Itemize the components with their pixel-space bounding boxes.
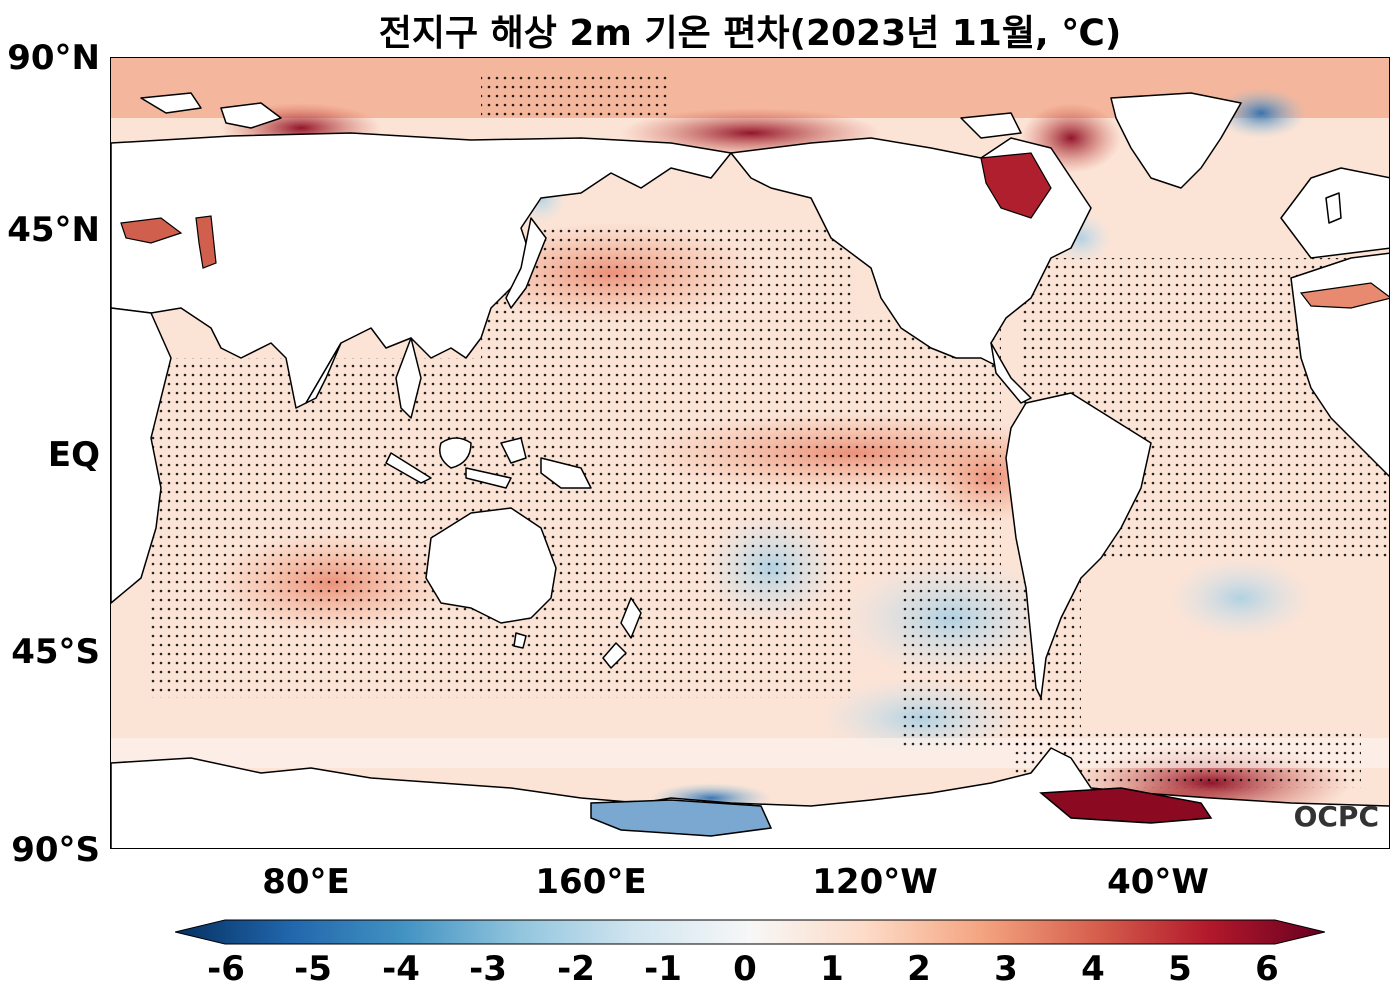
lon-label-80e: 80°E: [262, 862, 350, 902]
lat-label-45n: 45°N: [7, 210, 100, 250]
cbar-tick-2: 2: [907, 949, 931, 989]
weddell-ice-shelf: [1039, 787, 1213, 824]
lon-label-160e: 160°E: [535, 862, 647, 902]
cbar-tick-m4: -4: [382, 949, 420, 989]
stipple-indian: [151, 358, 481, 698]
ocpc-logo: OCPC: [1294, 800, 1379, 833]
map-title: 전지구 해상 2m 기온 편차(2023년 11월, ℃): [378, 13, 1122, 54]
cbar-tick-m3: -3: [469, 949, 507, 989]
cbar-tick-m1: -1: [644, 949, 682, 989]
cbar-tick-5: 5: [1168, 949, 1192, 989]
anomaly-map: OCPC: [110, 57, 1390, 849]
lat-label-45s: 45°S: [11, 632, 100, 672]
cbar-tick-6: 6: [1255, 949, 1279, 989]
lon-label-120w: 120°W: [812, 862, 938, 902]
cbar-tick-m6: -6: [207, 949, 245, 989]
stipple-pacific: [481, 228, 851, 698]
lat-label-90n: 90°N: [7, 38, 100, 78]
cbar-tick-4: 4: [1081, 949, 1105, 989]
lat-label-eq: EQ: [47, 435, 100, 475]
cbar-tick-0: 0: [733, 949, 757, 989]
cbar-tick-m2: -2: [557, 949, 595, 989]
cbar-tick-1: 1: [820, 949, 844, 989]
mediterranean-sea: [1299, 282, 1389, 309]
colorbar: [175, 919, 1325, 945]
caspian-sea: [195, 215, 217, 269]
lat-label-90s: 90°S: [11, 830, 100, 870]
hudson-bay: [980, 152, 1052, 219]
cbar-tick-m5: -5: [294, 949, 332, 989]
map-canvas: OCPC: [111, 58, 1389, 848]
stipple-east-pacific: [851, 318, 1001, 578]
stipple-arctic: [481, 76, 671, 116]
black-sea: [120, 217, 183, 244]
ross-ice-shelf: [590, 799, 773, 837]
cbar-tick-3: 3: [994, 949, 1018, 989]
lon-label-40w: 40°W: [1107, 862, 1209, 902]
